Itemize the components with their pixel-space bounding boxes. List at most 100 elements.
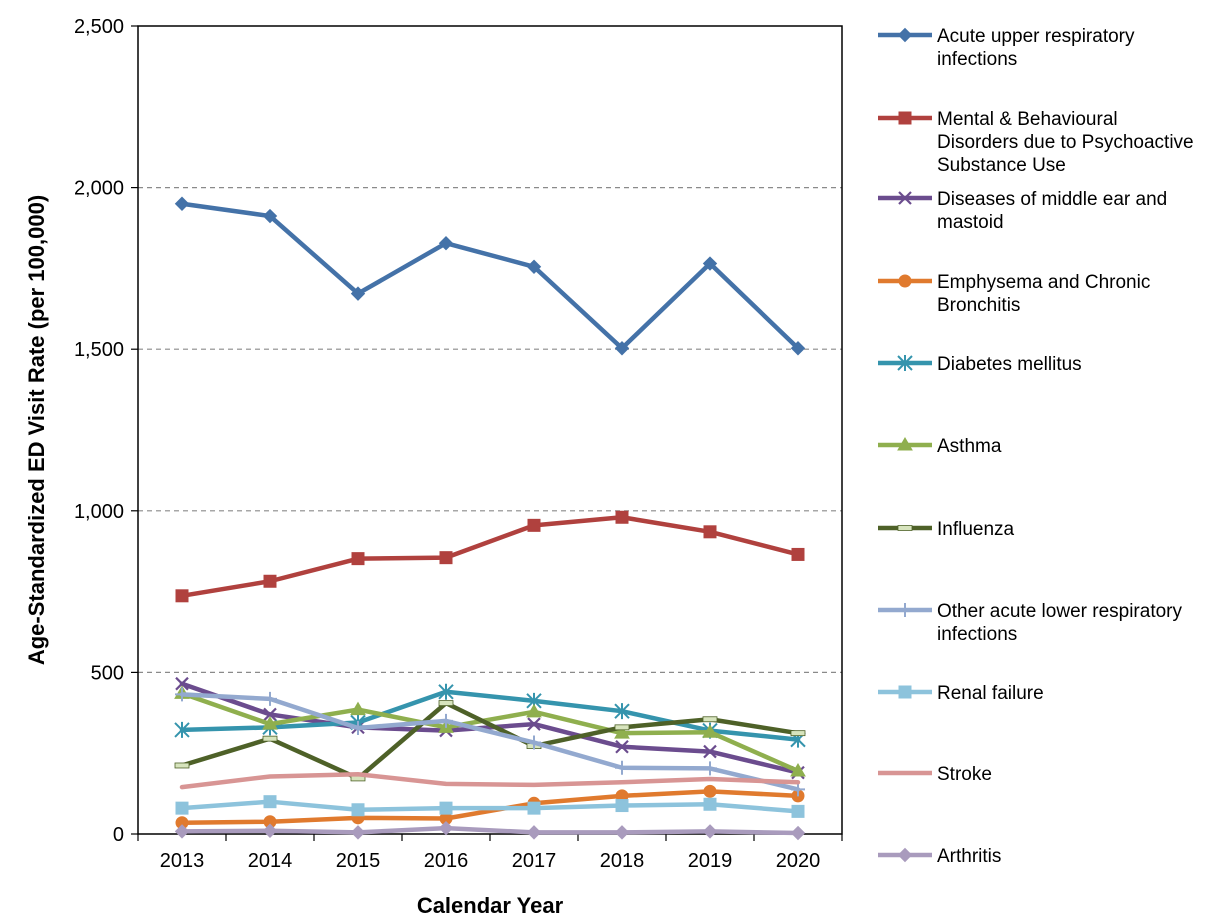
x-tick-label: 2017 [512, 850, 557, 872]
legend-marker [897, 355, 913, 371]
y-tick-label: 2,500 [74, 16, 124, 38]
legend-marker [897, 525, 913, 531]
legend-marker [897, 437, 913, 451]
x-tick-label: 2015 [336, 850, 381, 872]
gridlines [138, 187, 842, 674]
data-point [527, 717, 541, 731]
legend-marker [898, 191, 912, 205]
data-point [614, 724, 630, 731]
legend-marker [898, 603, 912, 617]
data-point [526, 259, 542, 274]
data-point [438, 235, 454, 251]
data-point [703, 744, 717, 759]
x-axis-title: Calendar Year [417, 893, 564, 918]
series-line [179, 515, 801, 599]
series-line [179, 692, 801, 792]
data-point [351, 552, 365, 566]
data-point [263, 795, 277, 809]
legend-label: Stroke [937, 764, 992, 785]
data-point [175, 589, 189, 603]
data-point [614, 825, 630, 840]
data-point [702, 824, 718, 839]
data-point [703, 797, 717, 811]
series-11 [174, 820, 806, 841]
legend-label: Mental & Behavioural Disorders due to Psy… [937, 109, 1194, 176]
data-point [702, 716, 718, 723]
series-1 [174, 196, 806, 356]
data-point [614, 703, 630, 720]
x-axis-ticks: 2013 2014 2015 2016 2017 2018 2019 2020 [137, 834, 843, 872]
data-point [438, 700, 454, 707]
legend-marker [898, 111, 912, 125]
legend-item: Diseases of middle ear and mastoid [878, 189, 1167, 233]
data-point [527, 801, 541, 815]
legend-label: Other acute lower respiratory infections [937, 601, 1182, 645]
data-point [790, 825, 806, 841]
legend-item: Acute upper respiratory infections [878, 26, 1135, 70]
y-tick-label: 0 [113, 824, 124, 846]
data-point [262, 716, 278, 730]
legend-item: Influenza [878, 519, 1015, 540]
y-tick-label: 500 [91, 662, 124, 684]
data-point [263, 574, 277, 588]
series-line [179, 681, 801, 775]
data-point [702, 256, 718, 271]
legend-item: Arthritis [878, 846, 1001, 867]
legend-marker [897, 27, 913, 43]
x-tick-label: 2019 [688, 850, 733, 872]
series-line [179, 789, 801, 825]
series-line [179, 771, 801, 790]
y-axis-ticks: 0 500 1,000 1,500 2,000 2,500 [74, 16, 138, 846]
data-point [438, 683, 454, 700]
data-point [702, 724, 718, 738]
data-point [175, 801, 189, 815]
data-point [263, 691, 277, 706]
legend-marker [898, 274, 912, 288]
legend-label: Diabetes mellitus [937, 354, 1082, 375]
data-point [615, 739, 629, 754]
data-point [527, 518, 541, 532]
series-2 [175, 510, 805, 603]
data-point [703, 784, 717, 798]
data-point [614, 341, 630, 356]
data-point [615, 760, 629, 775]
data-point [262, 823, 278, 838]
data-point [615, 510, 629, 524]
series-lines [174, 196, 806, 841]
data-point [438, 820, 454, 836]
x-tick-label: 2014 [248, 850, 293, 872]
data-point [350, 825, 366, 840]
data-point [790, 341, 806, 356]
legend: Acute upper respiratory infections Mental … [878, 26, 1194, 867]
data-point [175, 676, 189, 691]
legend-item: Other acute lower respiratory infections [878, 601, 1182, 645]
data-point [439, 713, 453, 728]
data-point [174, 196, 190, 211]
legend-item: Stroke [878, 764, 992, 785]
data-point [174, 824, 190, 839]
data-point [263, 707, 277, 722]
data-point [527, 735, 541, 750]
legend-label: Acute upper respiratory infections [937, 26, 1135, 70]
series-10 [179, 771, 801, 790]
data-point [791, 804, 805, 818]
data-point [175, 687, 189, 702]
series-8 [175, 687, 805, 797]
data-point [790, 762, 806, 777]
data-point [174, 762, 190, 769]
data-point [174, 721, 190, 738]
y-axis-title: Age-Standardized ED Visit Rate (per 100,… [24, 195, 49, 665]
legend-item: Diabetes mellitus [878, 354, 1082, 375]
x-tick-label: 2016 [424, 850, 469, 872]
series-line [179, 201, 801, 351]
data-point [791, 782, 805, 797]
x-tick-label: 2018 [600, 850, 645, 872]
legend-label: Influenza [937, 519, 1015, 540]
x-tick-label: 2020 [776, 850, 821, 872]
y-tick-label: 1,000 [74, 501, 124, 523]
series-line [179, 825, 801, 836]
series-9 [175, 795, 805, 818]
series-line [179, 691, 801, 774]
data-point [350, 701, 366, 716]
